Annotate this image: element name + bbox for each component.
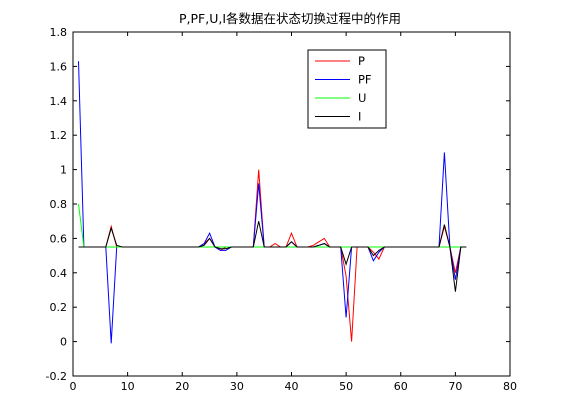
legend: P PF UI [307,49,387,129]
x-tick-label: 50 [339,380,353,393]
x-tick-label: 60 [394,380,408,393]
y-tick-label: 1.8 [50,26,68,39]
y-tick-label: 1.6 [50,60,68,73]
x-tick-label: 30 [230,380,244,393]
y-tick-label: 1.4 [50,95,68,108]
x-tick-label: 0 [70,380,77,393]
y-tick-label: 0.2 [50,301,68,314]
y-tick-label: 1.2 [50,129,68,142]
x-tick-label: 20 [175,380,189,393]
legend-label-i: I [358,110,361,124]
legend-label-u: U [358,91,366,105]
x-tick-label: 10 [121,380,135,393]
series-line-i [78,221,467,292]
legend-box [307,49,387,129]
legend-label-pf: PF [358,73,372,87]
x-tick-label: 80 [503,380,517,393]
x-tick-label: 70 [448,380,462,393]
y-tick-label: 0.6 [50,232,68,245]
y-tick-label: -0.2 [46,370,67,383]
y-tick-label: 0.4 [50,267,68,280]
series-layer [78,61,467,344]
x-tick-label: 40 [285,380,299,393]
y-tick-label: 1 [60,164,67,177]
y-tick-label: 0.8 [50,198,68,211]
y-axis: -0.2 0 0.2 0.4 0.6 0.8 1 1.2 1.4 1.6 1.8 [46,26,510,383]
x-axis: 0 10 20 30 40 50 60 70 80 [70,32,517,393]
chart-title: P,PF,U,I各数据在状态切换过程中的作用 [179,11,401,26]
y-tick-label: 0 [60,336,67,349]
legend-label-p: P [358,54,365,68]
